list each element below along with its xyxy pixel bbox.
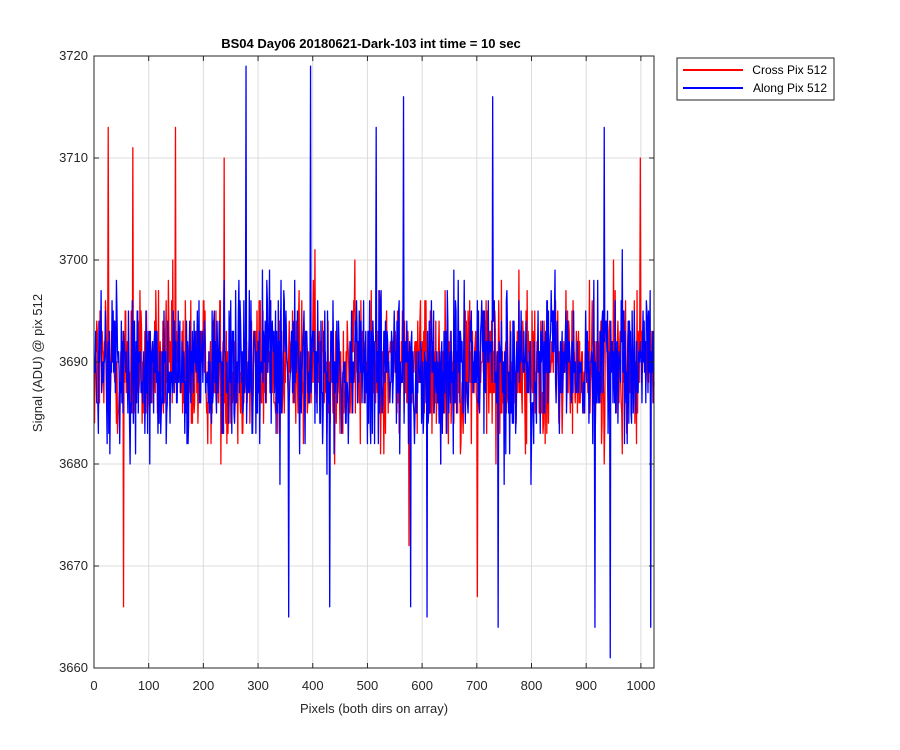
legend-label-along: Along Pix 512 bbox=[753, 81, 827, 95]
y-tick-label: 3670 bbox=[59, 558, 88, 573]
tick-marks bbox=[93, 55, 654, 669]
series-line-1 bbox=[94, 65, 655, 659]
y-tick-label: 3690 bbox=[59, 354, 88, 369]
x-tick-label: 900 bbox=[575, 678, 597, 693]
plot-area: 0 100 200 300 400 500 600 700 800 900 1000 3660 3670… bbox=[59, 48, 655, 693]
legend[interactable]: Cross Pix 512 Along Pix 512 bbox=[676, 57, 835, 101]
y-tick-label: 3700 bbox=[59, 252, 88, 267]
series-layer bbox=[93, 65, 655, 659]
y-axis-label: Signal (ADU) @ pix 512 bbox=[30, 294, 45, 432]
x-tick-label: 100 bbox=[138, 678, 160, 693]
legend-box bbox=[676, 57, 835, 101]
y-tick-label: 3680 bbox=[59, 456, 88, 471]
x-tick-label: 1000 bbox=[626, 678, 655, 693]
x-tick-label: 300 bbox=[247, 678, 269, 693]
chart-title: BS04 Day06 20180621-Dark-103 int time = … bbox=[221, 36, 521, 51]
tick-labels: 0 100 200 300 400 500 600 700 800 900 1000 3660 3670… bbox=[59, 48, 655, 693]
x-tick-label: 200 bbox=[193, 678, 215, 693]
x-tick-label: 0 bbox=[90, 678, 97, 693]
y-tick-label: 3720 bbox=[59, 48, 88, 63]
x-tick-label: 600 bbox=[411, 678, 433, 693]
x-tick-label: 700 bbox=[466, 678, 488, 693]
legend-label-cross: Cross Pix 512 bbox=[752, 63, 827, 77]
y-tick-label: 3710 bbox=[59, 150, 88, 165]
x-axis-label: Pixels (both dirs on array) bbox=[300, 701, 448, 716]
x-tick-label: 800 bbox=[521, 678, 543, 693]
x-tick-label: 400 bbox=[302, 678, 324, 693]
x-tick-label: 500 bbox=[357, 678, 379, 693]
y-tick-label: 3660 bbox=[59, 660, 88, 675]
